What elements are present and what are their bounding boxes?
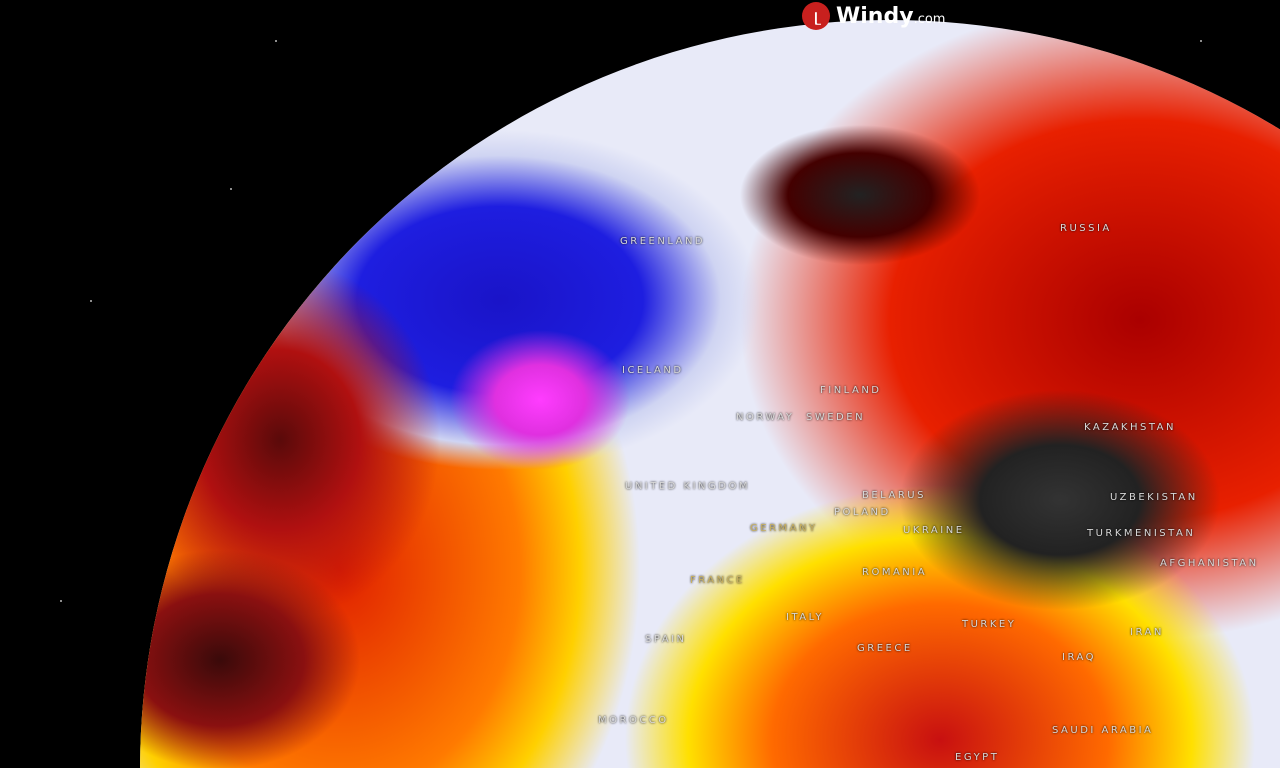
country-label: UKRAINE xyxy=(903,525,965,536)
star xyxy=(60,600,62,602)
windy-logo[interactable]: ᥨ Windy.com xyxy=(802,2,945,30)
star xyxy=(275,40,277,42)
country-label: SPAIN xyxy=(645,634,687,645)
country-label: TURKMENISTAN xyxy=(1087,528,1196,539)
country-label: GREECE xyxy=(857,643,913,654)
brand-name: Windy xyxy=(836,3,914,29)
country-label: FINLAND xyxy=(820,385,882,396)
star xyxy=(1200,40,1202,42)
country-label: NORWAY xyxy=(736,412,795,423)
country-label: AFGHANISTAN xyxy=(1160,558,1259,569)
country-label: GERMANY xyxy=(750,523,818,534)
country-label: TURKEY xyxy=(962,619,1017,630)
weather-globe-map[interactable] xyxy=(140,20,1280,768)
country-label: ROMANIA xyxy=(862,567,928,578)
country-label: POLAND xyxy=(834,507,891,518)
country-label: BELARUS xyxy=(862,490,926,501)
country-label: ICELAND xyxy=(622,365,684,376)
brand-suffix: .com xyxy=(913,11,946,27)
country-label: IRAN xyxy=(1130,627,1164,638)
country-label: MOROCCO xyxy=(598,715,669,726)
country-label: EGYPT xyxy=(955,752,1000,763)
country-label: UNITED KINGDOM xyxy=(625,481,750,492)
country-label: UZBEKISTAN xyxy=(1110,492,1198,503)
country-label: SWEDEN xyxy=(806,412,866,423)
logo-text: Windy.com xyxy=(836,4,945,29)
country-label: ITALY xyxy=(786,612,824,623)
country-label: KAZAKHSTAN xyxy=(1084,422,1176,433)
star xyxy=(230,188,232,190)
country-label: RUSSIA xyxy=(1060,223,1112,234)
country-label: GREENLAND xyxy=(620,236,706,247)
star xyxy=(90,300,92,302)
country-label: SAUDI ARABIA xyxy=(1052,725,1154,736)
windy-logo-icon: ᥨ xyxy=(802,2,830,30)
country-label: FRANCE xyxy=(690,575,745,586)
country-label: IRAQ xyxy=(1062,652,1097,663)
